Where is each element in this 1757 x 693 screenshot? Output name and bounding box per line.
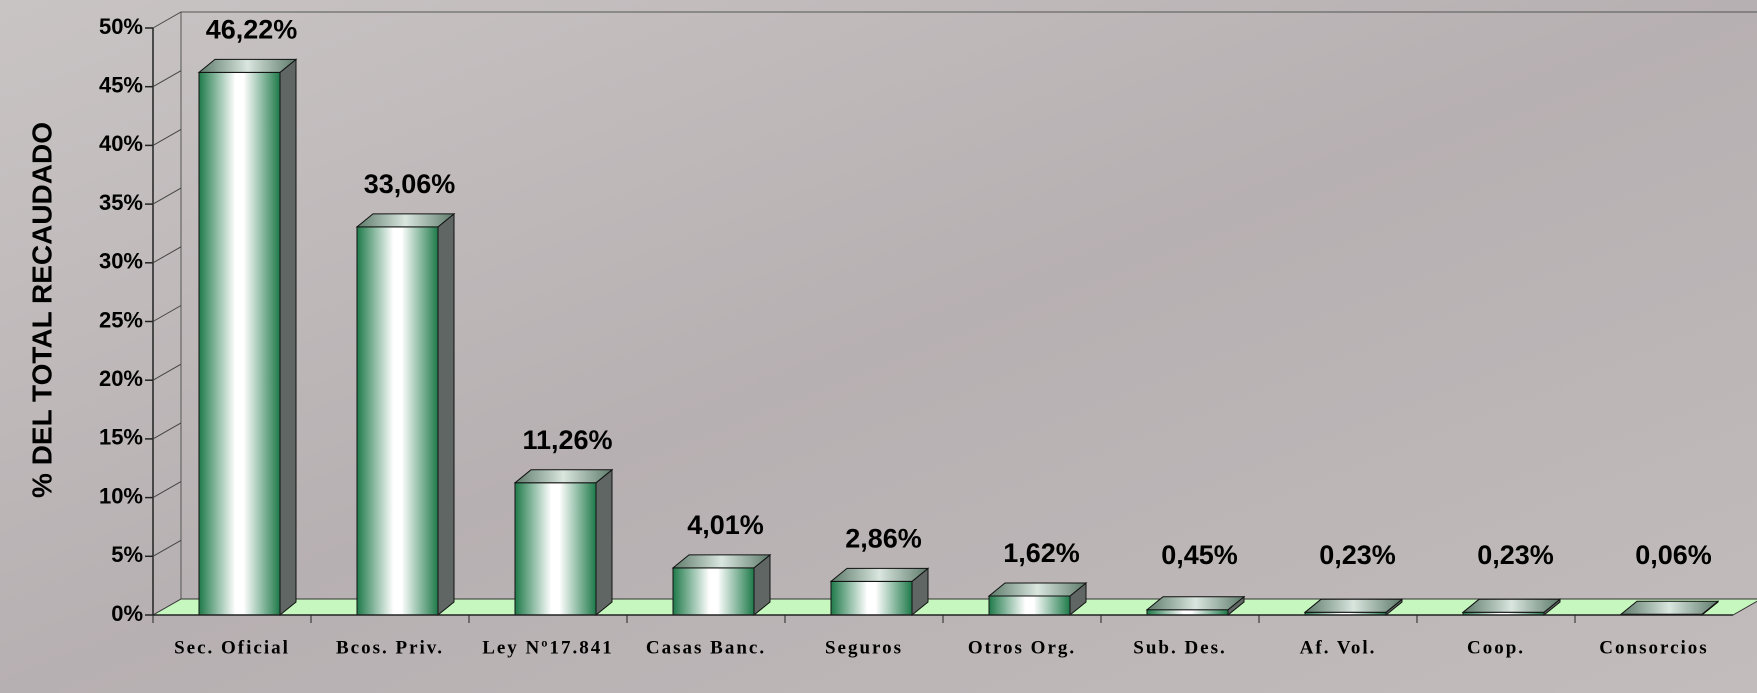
wall-edge	[152, 70, 182, 88]
wall-edge	[152, 246, 182, 264]
bar-top	[829, 567, 930, 582]
bar-top	[1619, 600, 1720, 615]
wall-edge	[152, 539, 182, 557]
x-tick-label: Consorcios	[1599, 637, 1708, 658]
y-tick-label: 15%	[99, 425, 143, 450]
y-tick-label: 30%	[99, 249, 143, 274]
x-tick-label: Sub. Des.	[1133, 637, 1227, 658]
bar-side	[595, 468, 613, 617]
bar-top	[355, 213, 456, 228]
bar-top	[1145, 596, 1246, 611]
x-tick-label: Sec. Oficial	[174, 637, 290, 658]
wall-edge	[152, 187, 182, 205]
x-tick-label: Otros Org.	[968, 637, 1076, 658]
bar-top	[1303, 598, 1404, 613]
value-label: 2,86%	[845, 524, 922, 554]
wall-edge	[152, 481, 182, 499]
bar-side	[437, 212, 455, 617]
y-tick-label: 40%	[99, 131, 143, 156]
value-label: 0,06%	[1635, 540, 1712, 570]
value-label: 0,23%	[1319, 540, 1396, 570]
x-tick-label: Casas Banc.	[646, 637, 766, 658]
wall-edge	[152, 363, 182, 381]
y-tick-label: 0%	[111, 601, 143, 626]
plot-area: 0% 5% 10% 15% 20% 25% 30% 35% 40% 45% 50% Sec. Ofic…	[99, 11, 1757, 658]
x-tick-label: Seguros	[825, 637, 903, 658]
y-tick-label: 25%	[99, 307, 143, 332]
y-tick-label: 35%	[99, 190, 143, 215]
y-axis-title: % DEL TOTAL RECAUDADO	[26, 122, 57, 498]
bar-side	[279, 58, 297, 617]
bar-top	[1461, 598, 1562, 613]
y-tick-label: 45%	[99, 73, 143, 98]
bar	[672, 567, 755, 616]
bar	[198, 71, 281, 616]
bar	[830, 580, 913, 616]
value-label: 11,26%	[522, 425, 612, 455]
x-tick-label: Bcos. Priv.	[336, 637, 444, 658]
y-tick-label: 5%	[111, 542, 143, 567]
bar-top	[671, 554, 772, 569]
bar	[514, 482, 597, 616]
bar-top	[987, 582, 1088, 597]
y-tick-label: 20%	[99, 366, 143, 391]
bar-top	[513, 469, 614, 484]
wall-edge	[152, 11, 182, 29]
value-label: 0,45%	[1161, 540, 1238, 570]
wall-edge	[152, 305, 182, 322]
value-label: 46,22%	[206, 15, 298, 45]
wall-edge	[152, 422, 182, 440]
value-label: 0,23%	[1477, 540, 1554, 570]
x-tick-label: Af. Vol.	[1300, 637, 1377, 658]
value-label: 4,01%	[687, 510, 764, 540]
y-tick-label: 10%	[99, 483, 143, 508]
value-label: 33,06%	[364, 169, 456, 199]
bar	[988, 595, 1071, 616]
x-tick-label: Ley Nº17.841	[482, 637, 614, 658]
bar	[356, 226, 439, 616]
wall-edge	[152, 128, 182, 146]
bar-top	[197, 58, 298, 73]
y-tick-label: 50%	[99, 14, 143, 39]
bar	[1146, 609, 1229, 616]
value-label: 1,62%	[1003, 538, 1080, 568]
wall-edge	[152, 598, 182, 616]
x-tick-label: Coop.	[1467, 637, 1525, 658]
